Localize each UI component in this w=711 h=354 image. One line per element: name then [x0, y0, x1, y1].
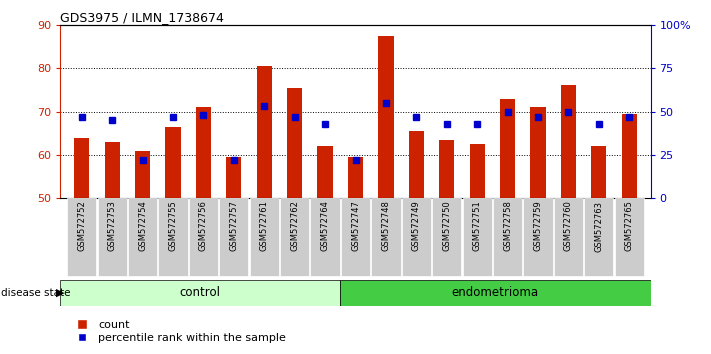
Text: GSM572763: GSM572763 [594, 201, 604, 252]
Bar [348, 157, 363, 198]
Text: GSM572759: GSM572759 [533, 201, 542, 251]
Text: GSM572749: GSM572749 [412, 201, 421, 251]
Bar [561, 85, 576, 198]
Text: endometrioma: endometrioma [451, 286, 539, 299]
FancyBboxPatch shape [97, 198, 127, 276]
Bar [257, 66, 272, 198]
Bar [105, 142, 119, 198]
FancyBboxPatch shape [250, 198, 279, 276]
Text: GSM572747: GSM572747 [351, 201, 360, 251]
Bar [60, 280, 340, 306]
Bar [469, 144, 485, 198]
Text: GSM572756: GSM572756 [199, 201, 208, 251]
Bar [226, 157, 242, 198]
Bar [340, 280, 651, 306]
Legend: count, percentile rank within the sample: count, percentile rank within the sample [66, 315, 291, 348]
FancyBboxPatch shape [554, 198, 583, 276]
FancyBboxPatch shape [493, 198, 522, 276]
Bar [196, 107, 211, 198]
Bar [166, 127, 181, 198]
FancyBboxPatch shape [189, 198, 218, 276]
Bar [318, 146, 333, 198]
Text: GSM572760: GSM572760 [564, 201, 573, 251]
FancyBboxPatch shape [584, 198, 614, 276]
Text: GSM572754: GSM572754 [138, 201, 147, 251]
Bar [439, 140, 454, 198]
Text: GSM572762: GSM572762 [290, 201, 299, 251]
FancyBboxPatch shape [341, 198, 370, 276]
Text: GSM572764: GSM572764 [321, 201, 330, 251]
Bar [378, 36, 393, 198]
Text: GSM572753: GSM572753 [107, 201, 117, 251]
FancyBboxPatch shape [523, 198, 552, 276]
Bar [592, 146, 606, 198]
FancyBboxPatch shape [432, 198, 461, 276]
Text: GSM572752: GSM572752 [77, 201, 86, 251]
Text: GSM572755: GSM572755 [169, 201, 178, 251]
FancyBboxPatch shape [280, 198, 309, 276]
Text: ▶: ▶ [56, 288, 65, 298]
Bar [500, 98, 515, 198]
FancyBboxPatch shape [402, 198, 431, 276]
Bar [621, 114, 637, 198]
FancyBboxPatch shape [67, 198, 96, 276]
Bar [287, 88, 302, 198]
FancyBboxPatch shape [371, 198, 400, 276]
FancyBboxPatch shape [159, 198, 188, 276]
FancyBboxPatch shape [463, 198, 492, 276]
Text: GSM572750: GSM572750 [442, 201, 451, 251]
Bar [135, 150, 150, 198]
Text: GSM572758: GSM572758 [503, 201, 512, 251]
FancyBboxPatch shape [615, 198, 644, 276]
Bar [409, 131, 424, 198]
Text: disease state: disease state [1, 288, 70, 298]
Text: GDS3975 / ILMN_1738674: GDS3975 / ILMN_1738674 [60, 11, 224, 24]
Text: GSM572761: GSM572761 [260, 201, 269, 251]
Bar [530, 107, 545, 198]
Text: GSM572757: GSM572757 [230, 201, 238, 251]
Bar [74, 137, 90, 198]
Text: GSM572748: GSM572748 [381, 201, 390, 251]
Text: GSM572751: GSM572751 [473, 201, 481, 251]
Text: control: control [180, 286, 220, 299]
FancyBboxPatch shape [311, 198, 340, 276]
FancyBboxPatch shape [128, 198, 157, 276]
FancyBboxPatch shape [219, 198, 248, 276]
Text: GSM572765: GSM572765 [625, 201, 634, 251]
